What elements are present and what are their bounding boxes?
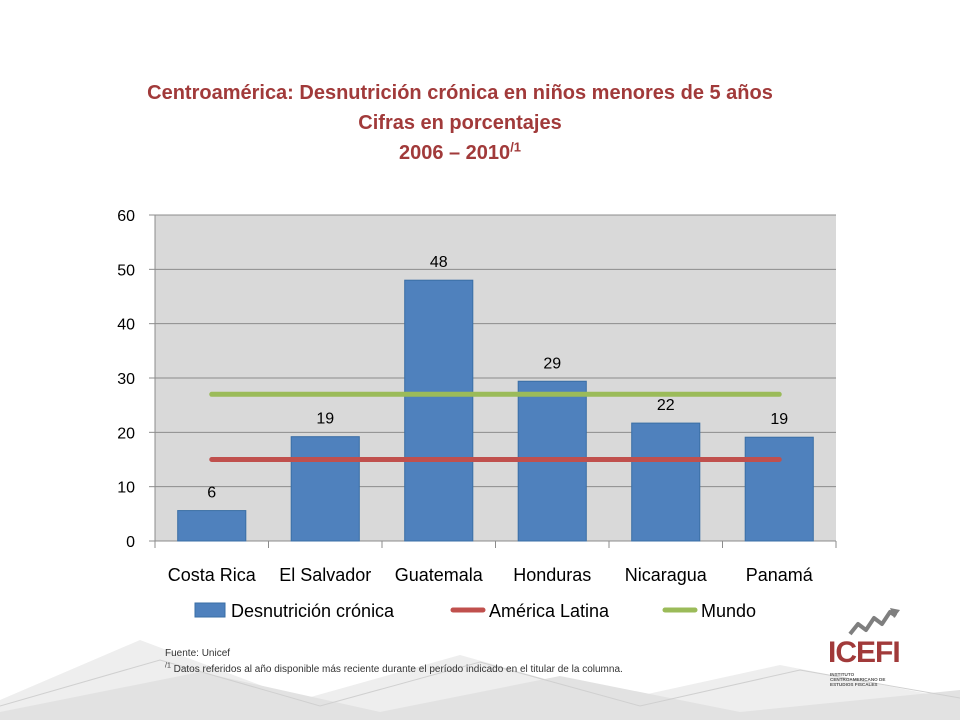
bar-el-salvador — [290, 436, 360, 542]
y-tick-label: 60 — [117, 208, 135, 225]
footnote: Fuente: Unicef /1 Datos referidos al año… — [165, 646, 785, 678]
logo-trend-icon — [848, 608, 900, 636]
footnote-note: /1 Datos referidos al año disponible más… — [165, 662, 785, 678]
title-years: 2006 – 2010 — [398, 142, 511, 164]
y-tick-label: 30 — [117, 371, 135, 388]
y-tick-label: 10 — [117, 480, 135, 497]
x-category-label: Honduras — [513, 565, 591, 585]
y-tick-label: 50 — [117, 262, 135, 279]
footnote-marker: /1 — [165, 662, 171, 670]
title-line-2: Cifras en porcentajes — [358, 112, 562, 134]
bar-panamá — [744, 436, 814, 542]
bar-chart: 0 10 20 30 40 50 60 6 19 48 29 22 19 Costa Rica El Sal… — [117, 208, 837, 621]
legend-swatch-bar — [194, 602, 226, 618]
bar-data-label: 48 — [430, 254, 448, 271]
logo-subtitle: INSTITUTO CENTROAMERICANO DE ESTUDIOS FI… — [830, 672, 886, 687]
footnote-note-text: Datos referidos al año disponible más re… — [170, 664, 623, 675]
y-tick-label: 20 — [117, 425, 135, 442]
x-category-label: Nicaragua — [625, 565, 708, 585]
y-tick-label: 0 — [126, 534, 135, 551]
title-footnote-marker: /1 — [510, 139, 522, 155]
bar-data-label: 22 — [657, 397, 675, 414]
bar-data-label: 19 — [770, 411, 788, 428]
bar-data-label: 19 — [316, 411, 334, 428]
chart-title: Centroamérica: Desnutrición crónica en n… — [0, 78, 920, 168]
y-tick-label: 40 — [117, 317, 135, 334]
x-category-label: Panamá — [746, 565, 814, 585]
title-line-1: Centroamérica: Desnutrición crónica en n… — [147, 82, 773, 104]
bar-guatemala — [404, 279, 474, 542]
legend-label: América Latina — [489, 601, 610, 621]
bar-costa-rica — [177, 510, 247, 542]
logo-wordmark: ICEFI — [828, 636, 901, 669]
x-category-label: Costa Rica — [168, 565, 257, 585]
bar-nicaragua — [631, 422, 701, 542]
x-category-label: El Salvador — [279, 565, 371, 585]
title-line-3: 2006 – 2010/1 — [0, 138, 920, 168]
icefi-logo: ICEFI INSTITUTO CENTROAMERICANO DE ESTUD… — [822, 608, 902, 688]
legend-label: Desnutrición crónica — [231, 601, 395, 621]
x-category-label: Guatemala — [395, 565, 484, 585]
footnote-source: Fuente: Unicef — [165, 648, 231, 659]
legend-label: Mundo — [701, 601, 756, 621]
bar-data-label: 6 — [207, 485, 216, 502]
bar-data-label: 29 — [543, 355, 561, 372]
